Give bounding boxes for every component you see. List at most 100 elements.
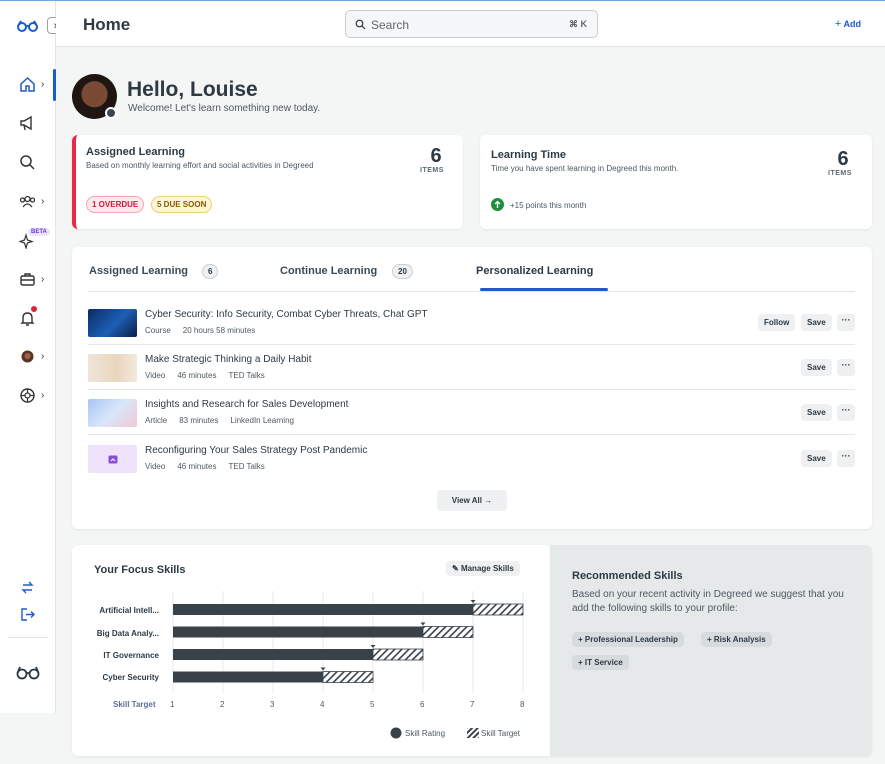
video-icon [108, 455, 117, 463]
x-tick-label: 6 [420, 700, 425, 709]
save-button[interactable]: Save [801, 314, 832, 331]
beta-badge: BETA [28, 228, 50, 236]
item-title[interactable]: Make Strategic Thinking a Daily Habit [145, 354, 312, 365]
item-count: 6 [837, 148, 849, 170]
item-meta: Course 20 hours 58 minutes [145, 326, 256, 335]
rating-marker [370, 645, 376, 648]
sidebar-item-home[interactable]: › [0, 71, 56, 99]
profile-icon [21, 350, 34, 363]
plus-icon: + [707, 635, 712, 644]
item-title[interactable]: Insights and Research for Sales Developm… [145, 399, 349, 410]
search-input[interactable]: Search ⌘ K [345, 10, 598, 38]
add-button[interactable]: + Add [834, 18, 861, 30]
tab-count-badge: 20 [392, 264, 413, 279]
x-tick-label: 8 [520, 700, 525, 709]
chevron-right-icon: › [41, 274, 45, 285]
chevron-right-icon: › [54, 20, 58, 32]
list-item[interactable]: Cyber Security: Info Security, Combat Cy… [88, 300, 855, 345]
learning-time-card[interactable]: Learning Time Time you have spent learni… [480, 135, 872, 229]
sidebar-item-switch[interactable] [0, 574, 56, 602]
sidebar-item-notifications[interactable] [0, 305, 56, 333]
skill-target-bar[interactable] [472, 603, 524, 616]
skill-rating-bar[interactable] [173, 671, 323, 683]
follow-button[interactable]: Follow [758, 314, 796, 331]
org-icon [20, 388, 35, 403]
focus-skills-title: Your Focus Skills [94, 564, 186, 576]
avatar-badge-icon [105, 107, 117, 119]
focus-skills-card: Your Focus Skills ✎ Manage Skills Artifi… [72, 545, 550, 756]
tab-continue-learning[interactable]: Continue Learning [280, 265, 378, 277]
more-options-icon[interactable]: ··· [837, 314, 855, 331]
sidebar-item-announcements[interactable] [0, 110, 56, 138]
manage-skills-button[interactable]: ✎ Manage Skills [446, 561, 520, 576]
skill-target-legend-icon [467, 728, 479, 738]
degreed-logo-icon[interactable] [16, 665, 40, 681]
arrow-right-icon: → [484, 496, 493, 505]
rating-marker [470, 600, 476, 603]
x-tick-label: 5 [370, 700, 375, 709]
save-button[interactable]: Save [801, 450, 832, 467]
assigned-learning-card[interactable]: Assigned Learning Based on monthly learn… [72, 135, 463, 229]
save-button[interactable]: Save [801, 404, 832, 421]
skill-target-bar[interactable] [422, 626, 474, 638]
rating-marker [320, 667, 326, 671]
search-icon [355, 19, 366, 30]
skill-target-bar[interactable] [372, 648, 424, 661]
tab-personalized-learning[interactable]: Personalized Learning [476, 265, 594, 277]
page-title: Home [83, 15, 131, 34]
list-item[interactable]: Make Strategic Thinking a Daily Habit Vi… [88, 345, 855, 390]
sidebar-item-logout[interactable] [0, 601, 56, 629]
view-all-button[interactable]: View All → [437, 490, 507, 511]
sidebar-item-ai[interactable] [0, 227, 56, 255]
sidebar-divider [8, 637, 48, 638]
sidebar-item-search[interactable] [0, 149, 56, 177]
sidebar: › › › BETA › › › [0, 1, 64, 713]
search-shortcut: ⌘ K [569, 19, 587, 29]
item-meta: Video 46 minutes TED Talks [145, 462, 265, 471]
legend-skill-rating: Skill Rating [405, 729, 446, 738]
sidebar-item-groups[interactable]: › [0, 188, 56, 216]
item-title[interactable]: Reconfiguring Your Sales Strategy Post P… [145, 445, 368, 456]
add-skill-chip[interactable]: + Professional Leadership [572, 632, 684, 647]
skill-rating-bar[interactable] [173, 626, 423, 638]
sidebar-item-organization[interactable]: › [0, 382, 56, 410]
chevron-right-icon: › [41, 351, 45, 362]
list-item[interactable]: Insights and Research for Sales Developm… [88, 390, 855, 435]
active-tab-indicator [480, 288, 608, 291]
active-indicator [53, 69, 56, 101]
skill-label: IT Governance [103, 651, 159, 660]
legend-skill-target: Skill Target [481, 729, 520, 738]
plus-icon: + [578, 658, 583, 667]
greeting-title: Hello, Louise [127, 78, 258, 101]
skill-rating-bar[interactable] [173, 604, 473, 615]
save-button[interactable]: Save [801, 359, 832, 376]
card-title: Learning Time [491, 149, 566, 161]
x-tick-label: 1 [170, 700, 175, 709]
card-subtitle: Based on monthly learning effort and soc… [86, 161, 314, 170]
rating-marker [420, 622, 426, 626]
item-title[interactable]: Cyber Security: Info Security, Combat Cy… [145, 309, 428, 320]
due-soon-badge: 5 DUE SOON [151, 196, 213, 213]
card-subtitle: Time you have spent learning in Degreed … [491, 164, 679, 173]
recommended-title: Recommended Skills [572, 570, 683, 582]
logo-icon[interactable] [17, 20, 38, 32]
add-skill-chip[interactable]: + IT Service [572, 655, 629, 670]
more-options-icon[interactable]: ··· [837, 359, 855, 376]
skill-label: Artificial Intell... [99, 606, 159, 615]
chevron-right-icon: › [41, 196, 45, 207]
briefcase-icon [20, 273, 35, 286]
more-options-icon[interactable]: ··· [837, 404, 855, 421]
item-thumbnail [88, 445, 137, 473]
sidebar-item-profile[interactable]: › [0, 343, 56, 371]
list-item[interactable]: Reconfiguring Your Sales Strategy Post P… [88, 436, 855, 481]
add-skill-chip[interactable]: + Risk Analysis [701, 632, 772, 647]
tab-assigned-learning[interactable]: Assigned Learning [89, 265, 189, 277]
more-options-icon[interactable]: ··· [837, 450, 855, 467]
arrow-up-circle-icon [491, 198, 504, 211]
item-count-label: ITEMS [828, 170, 852, 177]
skill-label: Big Data Analy... [96, 629, 159, 638]
x-tick-label: 7 [470, 700, 475, 709]
skill-target-bar[interactable] [322, 671, 374, 683]
sidebar-item-work[interactable]: › [0, 266, 56, 294]
skill-rating-bar[interactable] [173, 649, 373, 660]
